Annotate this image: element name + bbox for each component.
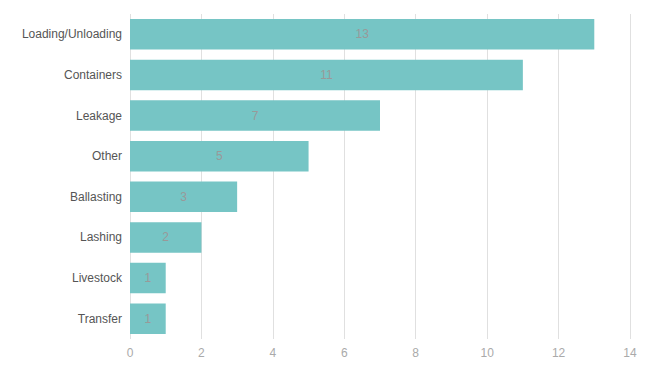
svg-text:1: 1 [145, 271, 152, 285]
svg-text:1: 1 [145, 312, 152, 326]
svg-text:6: 6 [341, 346, 348, 360]
svg-text:2: 2 [162, 230, 169, 244]
svg-text:2: 2 [198, 346, 205, 360]
svg-text:13: 13 [355, 27, 369, 41]
svg-text:Livestock: Livestock [72, 271, 123, 285]
svg-text:Containers: Containers [64, 68, 122, 82]
svg-text:Transfer: Transfer [78, 312, 122, 326]
svg-text:3: 3 [180, 190, 187, 204]
svg-text:14: 14 [623, 346, 637, 360]
svg-text:8: 8 [412, 346, 419, 360]
svg-text:7: 7 [252, 109, 259, 123]
svg-text:0: 0 [127, 346, 134, 360]
svg-text:Ballasting: Ballasting [70, 190, 122, 204]
svg-text:11: 11 [320, 68, 333, 82]
svg-text:Lashing: Lashing [80, 230, 122, 244]
svg-text:10: 10 [480, 346, 494, 360]
svg-text:Other: Other [92, 149, 122, 163]
svg-text:12: 12 [552, 346, 566, 360]
svg-text:Leakage: Leakage [76, 109, 122, 123]
svg-text:Loading/Unloading: Loading/Unloading [22, 27, 122, 41]
svg-text:5: 5 [216, 149, 223, 163]
svg-text:4: 4 [270, 346, 277, 360]
